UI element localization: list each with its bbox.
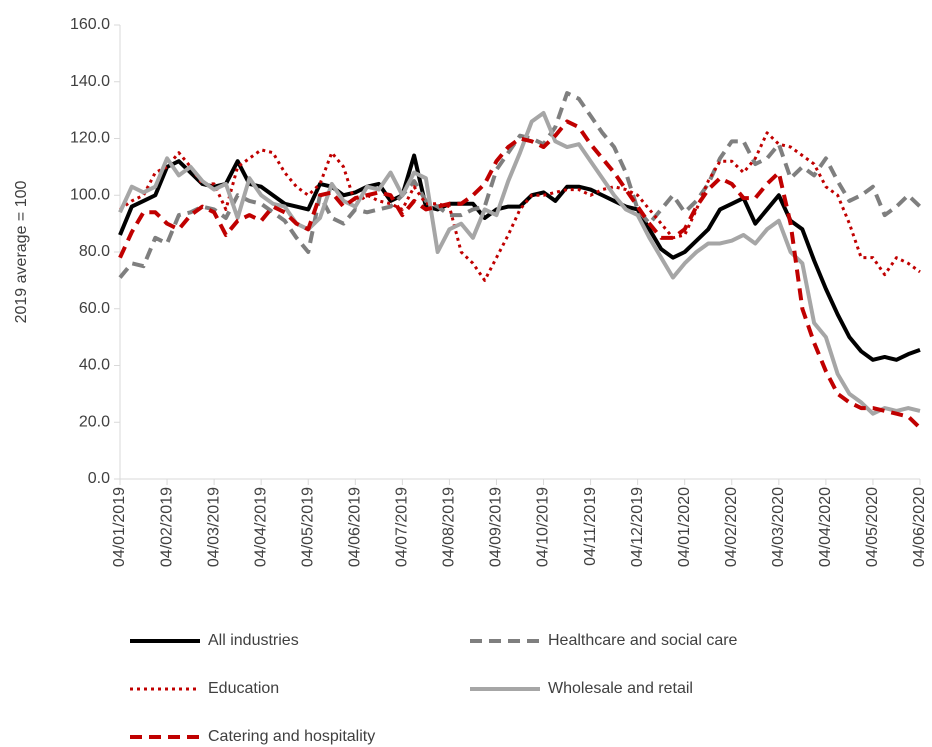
y-tick-label: 60.0 <box>79 300 110 317</box>
series-line <box>118 153 921 362</box>
x-tick-label: 04/02/2019 <box>158 487 175 567</box>
legend-label: Catering and hospitality <box>208 728 375 745</box>
y-tick-label: 100.0 <box>70 186 110 203</box>
x-tick-label: 04/03/2019 <box>205 487 222 567</box>
x-tick-label: 04/01/2020 <box>676 487 693 567</box>
legend-label: Wholesale and retail <box>548 680 693 697</box>
y-tick-label: 120.0 <box>70 130 110 147</box>
y-axis-label: 2019 average = 100 <box>13 181 30 324</box>
y-tick-label: 160.0 <box>70 16 110 33</box>
x-tick-label: 04/06/2020 <box>911 487 928 567</box>
legend-label: Education <box>208 680 279 697</box>
x-tick-label: 04/02/2020 <box>723 487 740 567</box>
y-tick-label: 20.0 <box>79 413 110 430</box>
legend-label: Healthcare and social care <box>548 632 738 649</box>
legend-label: All industries <box>208 632 299 649</box>
x-tick-label: 04/05/2019 <box>299 487 316 567</box>
x-tick-label: 04/07/2019 <box>394 487 411 567</box>
y-tick-label: 40.0 <box>79 357 110 374</box>
x-tick-label: 04/11/2019 <box>582 487 599 566</box>
y-tick-label: 80.0 <box>79 243 110 260</box>
x-tick-label: 04/03/2020 <box>770 487 787 567</box>
series-line <box>118 119 922 430</box>
x-tick-label: 04/06/2019 <box>347 487 364 567</box>
x-tick-label: 04/04/2019 <box>252 487 269 567</box>
series-line <box>118 91 922 279</box>
y-tick-label: 0.0 <box>88 470 110 487</box>
x-tick-label: 04/01/2019 <box>111 487 128 567</box>
x-tick-label: 04/09/2019 <box>488 487 505 567</box>
y-tick-label: 140.0 <box>70 73 110 90</box>
series-line <box>118 110 921 416</box>
x-tick-label: 04/12/2019 <box>629 487 646 567</box>
x-tick-label: 04/10/2019 <box>535 487 552 567</box>
x-tick-label: 04/04/2020 <box>817 487 834 567</box>
x-tick-label: 04/05/2020 <box>864 487 881 567</box>
x-tick-label: 04/08/2019 <box>441 487 458 567</box>
